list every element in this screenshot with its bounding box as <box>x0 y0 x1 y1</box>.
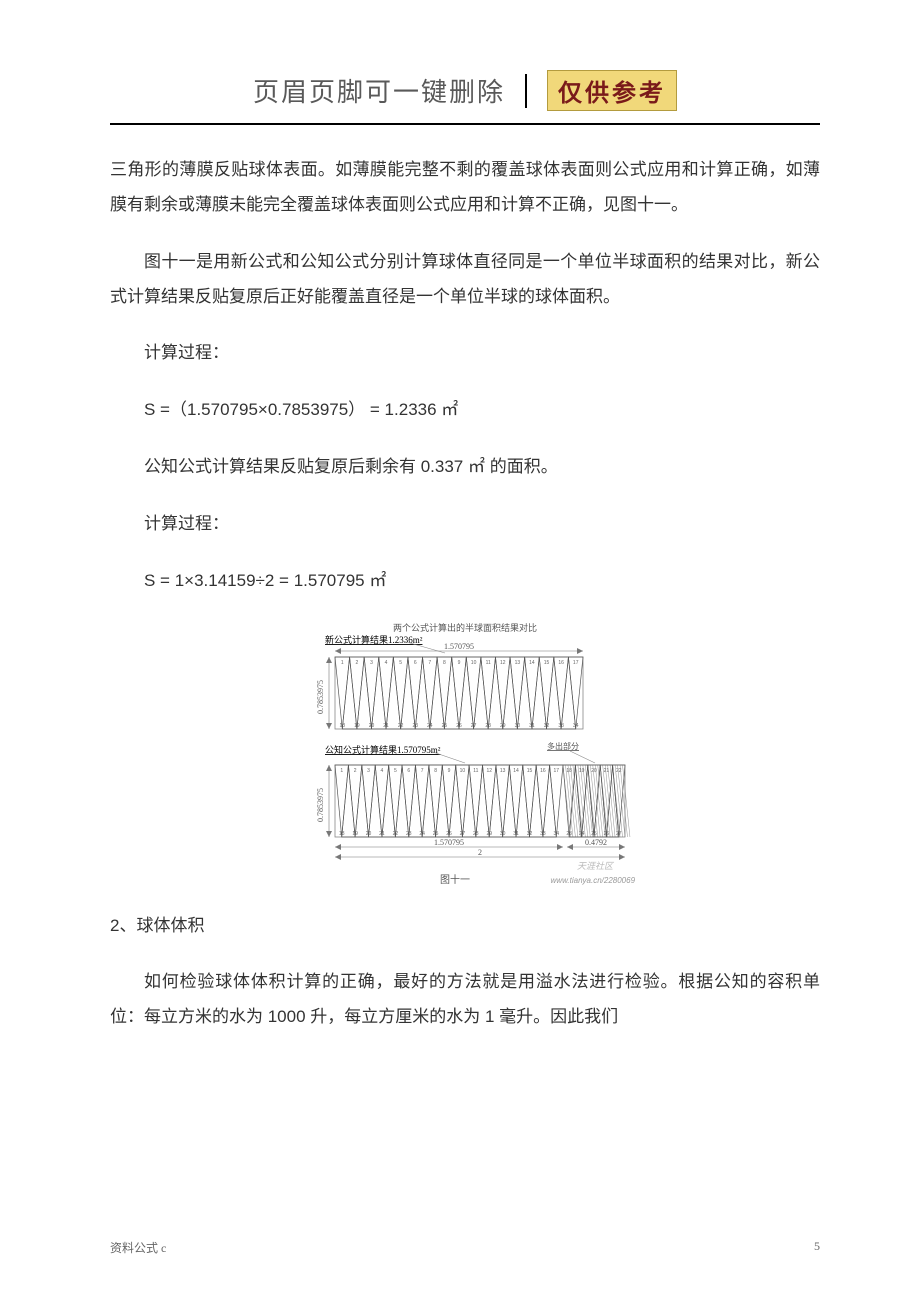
svg-text:14: 14 <box>529 660 535 666</box>
figure-caption: 图十一 <box>440 873 470 886</box>
height-dim-1: 0.7853975 <box>316 680 325 714</box>
svg-text:3: 3 <box>367 768 370 774</box>
paragraph: 计算过程： <box>110 336 820 371</box>
svg-text:8: 8 <box>443 660 446 666</box>
svg-text:16: 16 <box>540 768 546 774</box>
svg-text:1: 1 <box>340 768 343 774</box>
section-heading: 2、球体体积 <box>110 909 820 944</box>
paragraph: 公知公式计算结果反贴复原后剩余有 0.337 ㎡ 的面积。 <box>110 450 820 485</box>
paragraph: 如何检验球体体积计算的正确，最好的方法就是用溢水法进行检验。根据公知的容积单位：… <box>110 965 820 1035</box>
svg-text:11: 11 <box>473 768 478 774</box>
footer-page-number: 5 <box>814 1239 820 1256</box>
svg-text:1: 1 <box>341 660 344 666</box>
figure-title: 两个公式计算出的半球面积结果对比 <box>393 622 537 633</box>
reference-badge: 仅供参考 <box>547 70 677 111</box>
svg-text:16: 16 <box>558 660 564 666</box>
width-dim-total: 2 <box>478 848 482 857</box>
svg-text:15: 15 <box>544 660 550 666</box>
svg-text:17: 17 <box>573 660 579 666</box>
paragraph: 图十一是用新公式和公知公式分别计算球体直径同是一个单位半球面积的结果对比，新公式… <box>110 245 820 315</box>
width-dim-extra: 0.4792 <box>585 838 607 847</box>
svg-text:6: 6 <box>407 768 410 774</box>
width-dim-bottom-main: 1.570795 <box>434 838 464 847</box>
svg-text:8: 8 <box>434 768 437 774</box>
extra-label: 多出部分 <box>547 741 579 751</box>
header-title: 页眉页脚可一键删除 <box>253 72 505 109</box>
svg-text:2: 2 <box>355 660 358 666</box>
figure-svg: 两个公式计算出的半球面积结果对比 新公式计算结果1.2336m² 1.57079… <box>295 621 635 891</box>
svg-text:5: 5 <box>394 768 397 774</box>
page-footer: 资料公式 c 5 <box>110 1239 820 1256</box>
svg-text:4: 4 <box>381 768 384 774</box>
document-body: 三角形的薄膜反贴球体表面。如薄膜能完整不剩的覆盖球体表面则公式应用和计算正确，如… <box>110 153 820 1035</box>
svg-text:2: 2 <box>354 768 357 774</box>
width-dim-top: 1.570795 <box>444 642 474 651</box>
svg-text:7: 7 <box>421 768 424 774</box>
svg-text:5: 5 <box>399 660 402 666</box>
footer-left: 资料公式 c <box>110 1239 166 1256</box>
svg-text:9: 9 <box>458 660 461 666</box>
watermark: 天涯社区 <box>577 861 615 871</box>
height-dim-2: 0.7853975 <box>316 788 325 822</box>
svg-text:15: 15 <box>527 768 533 774</box>
equation: S = 1×3.14159÷2 = 1.570795 ㎡ <box>110 564 820 599</box>
svg-text:13: 13 <box>500 768 506 774</box>
svg-text:3: 3 <box>370 660 373 666</box>
figure-11: 两个公式计算出的半球面积结果对比 新公式计算结果1.2336m² 1.57079… <box>110 621 820 891</box>
header-rule <box>110 123 820 125</box>
svg-text:10: 10 <box>460 768 466 774</box>
svg-text:10: 10 <box>471 660 477 666</box>
svg-text:17: 17 <box>554 768 560 774</box>
svg-text:13: 13 <box>515 660 521 666</box>
panel1-box <box>335 657 583 729</box>
paragraph: 计算过程： <box>110 507 820 542</box>
svg-text:7: 7 <box>428 660 431 666</box>
svg-text:14: 14 <box>513 768 519 774</box>
svg-text:4: 4 <box>385 660 388 666</box>
svg-text:6: 6 <box>414 660 417 666</box>
svg-text:12: 12 <box>486 768 492 774</box>
panel2-label: 公知公式计算结果1.570795m² <box>325 744 441 755</box>
panel1-label: 新公式计算结果1.2336m² <box>325 634 423 645</box>
paragraph: 三角形的薄膜反贴球体表面。如薄膜能完整不剩的覆盖球体表面则公式应用和计算正确，如… <box>110 153 820 223</box>
figure-url: www.tianya.cn/22800693 <box>551 876 635 885</box>
svg-text:11: 11 <box>486 660 491 666</box>
page-header: 页眉页脚可一键删除 仅供参考 <box>110 70 820 119</box>
svg-text:12: 12 <box>500 660 506 666</box>
svg-text:9: 9 <box>448 768 451 774</box>
equation: S =（1.570795×0.7853975） = 1.2336 ㎡ <box>110 393 820 428</box>
header-divider <box>525 74 527 108</box>
